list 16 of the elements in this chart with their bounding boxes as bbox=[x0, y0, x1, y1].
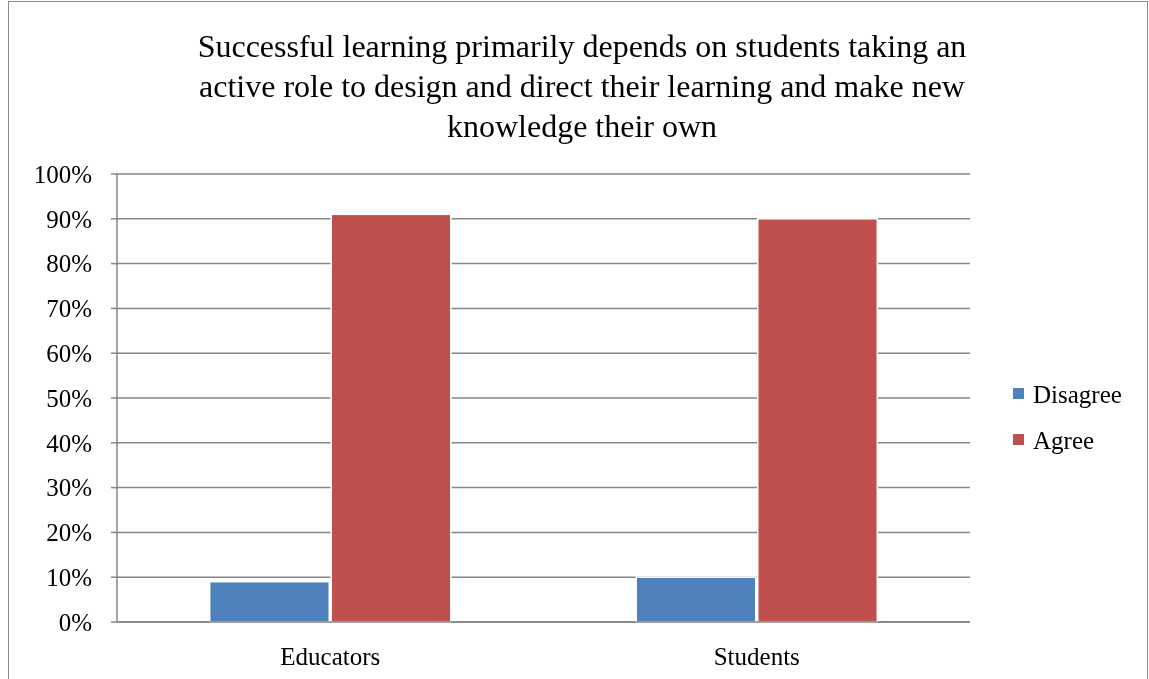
y-tick-label: 100% bbox=[33, 160, 92, 188]
legend-label: Disagree bbox=[1033, 380, 1122, 408]
y-tick-label: 20% bbox=[46, 519, 92, 547]
y-tick-label: 30% bbox=[46, 474, 92, 502]
y-tick-label: 80% bbox=[46, 250, 92, 278]
y-tick-label: 0% bbox=[58, 608, 92, 636]
y-tick-label: 10% bbox=[46, 563, 92, 591]
y-tick-label: 70% bbox=[46, 295, 92, 323]
x-tick-label: Students bbox=[713, 643, 800, 670]
y-tick-label: 50% bbox=[46, 384, 92, 412]
chart-title: Successful learning primarily depends on students taking an active role to design and direct their learning and make new knowledge their own bbox=[197, 28, 967, 144]
legend-label: Agree bbox=[1033, 426, 1095, 454]
y-tick-label: 90% bbox=[46, 205, 92, 233]
x-tick-label: Educators bbox=[280, 643, 381, 670]
y-tick-label: 60% bbox=[46, 339, 92, 367]
y-tick-label: 40% bbox=[46, 429, 92, 457]
